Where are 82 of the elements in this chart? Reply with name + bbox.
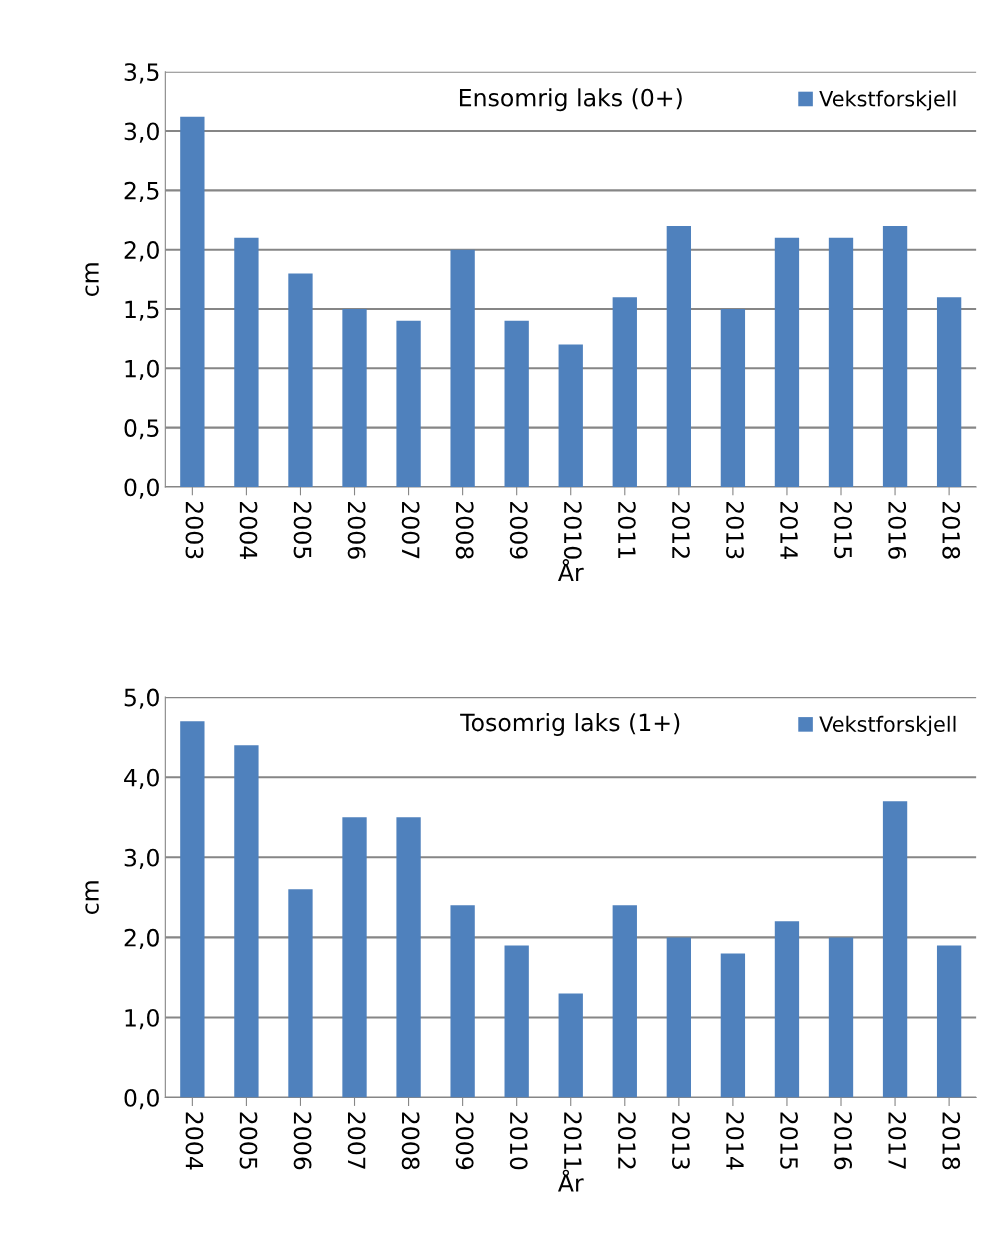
x-tick-label: 2016 [888,501,907,559]
x-tick-label: 2008 [401,1112,420,1170]
x-tick-label: 2013 [671,1112,690,1169]
y-tick-label: 2,0 [124,928,159,950]
x-tick-label: 2012 [671,501,690,558]
x-tick-label: 2006 [293,1112,312,1170]
bar [288,889,313,1098]
legend-label: Vekstforskjell [819,90,956,111]
x-tick-label: 2016 [834,1112,853,1170]
bar [828,937,854,1098]
x-tick-label: 2012 [617,1112,636,1169]
bar [450,249,475,487]
x-tick-label: 2017 [888,1112,907,1169]
x-tick-label: 2011 [617,501,636,559]
y-tick-label: 2,5 [124,181,159,203]
bar [558,993,583,1098]
y-tick-label: 5,0 [124,688,159,709]
bar [504,320,529,487]
x-tick-label: 2009 [455,1112,474,1170]
x-tick-label: 2011 [563,1112,582,1169]
y-tick-label: 2,0 [124,241,159,262]
x-tick-label: 2010 [509,1112,528,1170]
x-tick-label: 2015 [780,1112,798,1169]
x-tick-label: 2013 [726,501,744,559]
bar [450,905,475,1098]
y-tick-label: 3,0 [124,848,159,869]
legend-label: Vekstforskjell [819,715,956,737]
x-tick-label: 2005 [239,1112,258,1169]
x-tick-label: 2014 [726,1112,744,1170]
bar [666,937,692,1098]
x-tick-label: 2007 [347,1112,366,1169]
bar [666,225,692,487]
x-tick-label: 2004 [185,1112,204,1170]
x-tick-label: 2004 [239,501,258,559]
bar [234,745,259,1098]
y-tick-label: 1,0 [125,359,159,381]
x-tick-label: 2010 [563,501,582,559]
bar [828,237,854,487]
x-tick-label: 2018 [942,501,961,559]
bar [180,721,205,1098]
x-tick-label: 2014 [780,501,798,559]
y-tick-label: 0,5 [124,419,159,440]
x-tick-label: 2007 [401,501,420,559]
x-tick-label: 2015 [834,501,853,559]
x-axis-title: År [557,1169,584,1192]
text: Tosomrig laks (1+) [460,713,680,736]
bar [720,309,746,487]
bar [936,297,962,487]
y-tick-label: 3,0 [124,122,159,143]
y-tick-label: 1,0 [125,1008,159,1030]
bar [774,237,800,487]
bar [234,237,259,487]
y-axis-title: cm [85,881,99,915]
x-tick-label: 2003 [185,501,204,559]
x-tick-label: 2009 [509,501,528,559]
bar [342,817,367,1098]
bar [882,801,908,1098]
bar [342,309,367,487]
bar [612,297,637,487]
y-tick-label: 4,0 [124,768,159,789]
bar [558,344,583,487]
text: Ensomrig laks (0+) [459,88,682,112]
x-tick-label: 2005 [293,501,312,559]
bar [396,320,421,487]
x-axis-title: År [557,559,584,581]
bar [882,225,908,487]
bar [774,921,800,1098]
bar [504,945,529,1098]
bar [612,905,637,1098]
x-tick-label: 2018 [942,1112,961,1170]
y-tick-label: 1,5 [125,300,159,321]
y-axis-title: cm [85,263,99,297]
bar [288,273,313,487]
bar [396,817,421,1098]
x-tick-label: 2006 [347,501,366,559]
x-tick-label: 2008 [455,501,474,559]
bar [720,953,746,1098]
y-tick-label: 0,0 [124,478,159,499]
y-tick-label: 3,5 [124,63,159,84]
bar [936,945,962,1098]
y-tick-label: 0,0 [124,1089,159,1110]
bar [180,116,205,487]
